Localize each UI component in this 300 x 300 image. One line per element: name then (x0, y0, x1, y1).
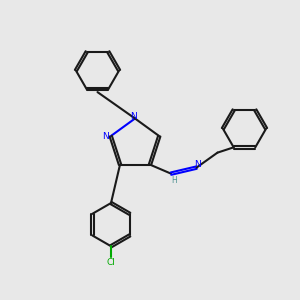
Text: N: N (130, 112, 137, 121)
Text: N: N (195, 160, 201, 169)
Text: H: H (172, 176, 178, 185)
Text: Cl: Cl (106, 258, 116, 267)
Text: N: N (102, 132, 109, 141)
